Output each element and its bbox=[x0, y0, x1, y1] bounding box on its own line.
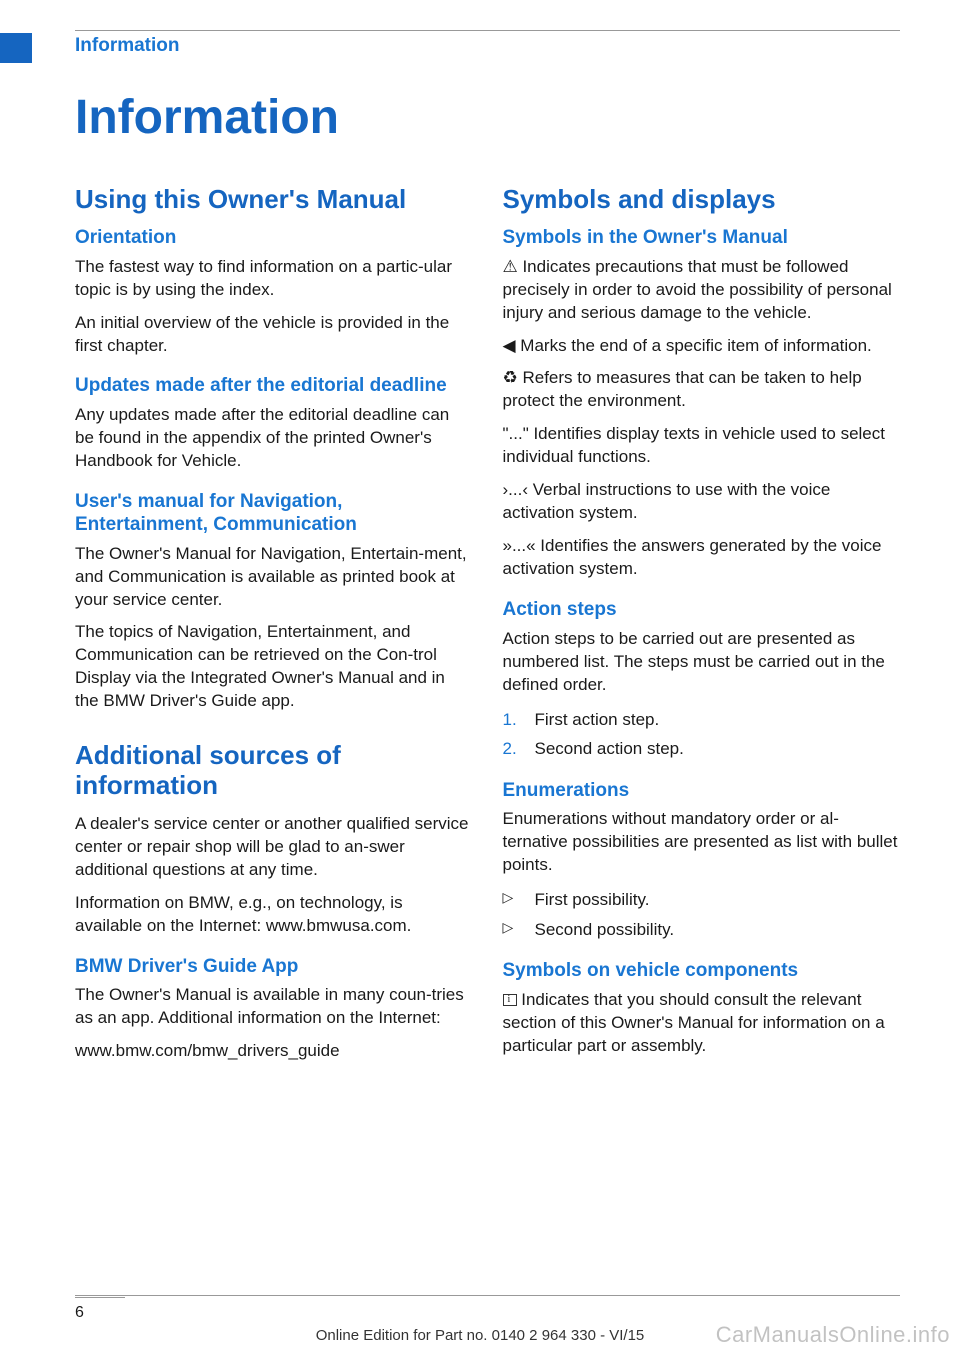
list-text: First possibility. bbox=[535, 890, 650, 909]
heading-orientation: Orientation bbox=[75, 227, 473, 250]
header-blue-bar bbox=[0, 33, 32, 63]
left-column: Using this Owner's Manual Orientation Th… bbox=[75, 185, 473, 1073]
body-text: »...« Identifies the answers generated b… bbox=[503, 535, 901, 581]
heading-additional-sources: Additional sources of information bbox=[75, 741, 473, 801]
body-text: The Owner's Manual for Navigation, Enter… bbox=[75, 543, 473, 612]
list-item: 1. First action step. bbox=[503, 707, 901, 733]
heading-symbols-in-manual: Symbols in the Owner's Manual bbox=[503, 227, 901, 250]
body-text: Information on BMW, e.g., on technology,… bbox=[75, 892, 473, 938]
body-text: Enumerations without mandatory order or … bbox=[503, 808, 901, 877]
manual-reference-icon bbox=[503, 994, 517, 1006]
body-text: Any updates made after the editorial dea… bbox=[75, 404, 473, 473]
body-text: Indicates that you should consult the re… bbox=[503, 989, 901, 1058]
list-number: 1. bbox=[503, 707, 517, 733]
body-text: The fastest way to find information on a… bbox=[75, 256, 473, 302]
body-text: The Owner's Manual is available in many … bbox=[75, 984, 473, 1030]
watermark-text: CarManualsOnline.info bbox=[716, 1322, 950, 1348]
heading-action-steps: Action steps bbox=[503, 599, 901, 622]
list-item: 2. Second action step. bbox=[503, 736, 901, 762]
header-rule bbox=[75, 30, 900, 31]
body-text: A dealer's service center or another qua… bbox=[75, 813, 473, 882]
body-text: Action steps to be carried out are prese… bbox=[503, 628, 901, 697]
page-title: Information bbox=[75, 90, 339, 145]
right-column: Symbols and displays Symbols in the Owne… bbox=[503, 185, 901, 1073]
body-text: The topics of Navigation, Entertainment,… bbox=[75, 621, 473, 713]
body-text: "..." Identifies display texts in vehicl… bbox=[503, 423, 901, 469]
list-item: ▷ Second possibility. bbox=[503, 917, 901, 943]
list-text: First action step. bbox=[535, 710, 660, 729]
list-text: Second action step. bbox=[535, 739, 684, 758]
body-text: ♻ Refers to measures that can be taken t… bbox=[503, 367, 901, 413]
heading-updates: Updates made after the editorial deadlin… bbox=[75, 375, 473, 398]
body-text: ◀ Marks the end of a specific item of in… bbox=[503, 335, 901, 358]
page-number: 6 bbox=[75, 1297, 125, 1322]
heading-driver-guide-app: BMW Driver's Guide App bbox=[75, 956, 473, 979]
heading-enumerations: Enumerations bbox=[503, 780, 901, 803]
body-text: An initial overview of the vehicle is pr… bbox=[75, 312, 473, 358]
list-item: ▷ First possibility. bbox=[503, 887, 901, 913]
footer-rule bbox=[75, 1295, 900, 1296]
content-columns: Using this Owner's Manual Orientation Th… bbox=[75, 185, 900, 1073]
body-text-span: Indicates that you should consult the re… bbox=[503, 990, 885, 1055]
action-steps-list: 1. First action step. 2. Second action s… bbox=[503, 707, 901, 762]
bullet-icon: ▷ bbox=[503, 917, 514, 938]
bullet-icon: ▷ bbox=[503, 887, 514, 908]
heading-users-manual-nav: User's manual for Navigation, Entertainm… bbox=[75, 491, 473, 537]
heading-using-manual: Using this Owner's Manual bbox=[75, 185, 473, 215]
list-text: Second possibility. bbox=[535, 920, 675, 939]
body-text: ⚠ Indicates precautions that must be fol… bbox=[503, 256, 901, 325]
heading-symbols-vehicle-components: Symbols on vehicle components bbox=[503, 960, 901, 983]
body-text: www.bmw.com/bmw_drivers_guide bbox=[75, 1040, 473, 1063]
header-section-label: Information bbox=[75, 35, 180, 57]
heading-symbols-displays: Symbols and displays bbox=[503, 185, 901, 215]
body-text: ›...‹ Verbal instructions to use with th… bbox=[503, 479, 901, 525]
list-number: 2. bbox=[503, 736, 517, 762]
enumerations-list: ▷ First possibility. ▷ Second possibilit… bbox=[503, 887, 901, 942]
